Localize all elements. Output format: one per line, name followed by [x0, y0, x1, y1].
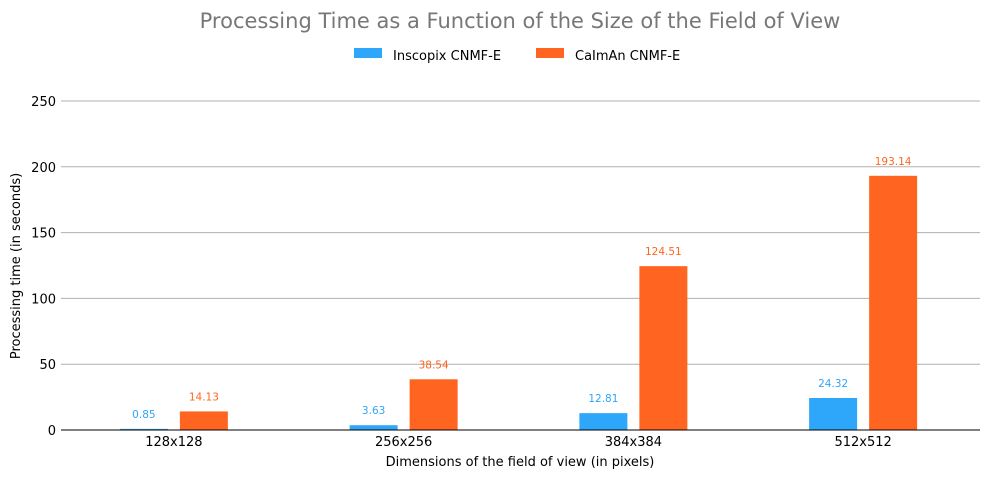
y-tick-label: 50 — [39, 358, 56, 373]
bars — [119, 175, 918, 430]
bar-value-label: 193.14 — [875, 156, 912, 168]
bar — [409, 379, 458, 430]
legend-label-inscopix: Inscopix CNMF-E — [393, 49, 501, 64]
bar-value-label: 12.81 — [588, 393, 618, 405]
bar — [179, 411, 228, 430]
bar-value-label: 14.13 — [189, 391, 219, 403]
x-tick-label: 384x384 — [605, 435, 662, 450]
bar — [579, 413, 628, 430]
bar-value-label: 124.51 — [645, 246, 682, 258]
x-tick-label: 256x256 — [375, 435, 432, 450]
bar-value-label: 38.54 — [419, 359, 449, 371]
legend-swatch-inscopix — [354, 48, 382, 58]
bar — [349, 425, 398, 430]
bar-value-label: 24.32 — [818, 378, 848, 390]
y-axis-label: Processing time (in seconds) — [9, 173, 24, 359]
x-axis-label: Dimensions of the field of view (in pixe… — [386, 455, 655, 470]
bar-value-label: 3.63 — [362, 405, 385, 417]
legend: Inscopix CNMF-E CaImAn CNMF-E — [354, 48, 680, 64]
legend-swatch-caiman — [536, 48, 564, 58]
bar — [639, 266, 688, 430]
x-tick-label: 128x128 — [145, 435, 202, 450]
bar-value-label: 0.85 — [132, 409, 155, 421]
x-tick-label: 512x512 — [834, 435, 891, 450]
chart-title: Processing Time as a Function of the Siz… — [200, 9, 841, 33]
grid-lines — [61, 100, 980, 365]
bar — [869, 175, 918, 430]
bar — [119, 428, 168, 430]
x-axis-ticks: 128x128 256x256 384x384 512x512 — [145, 435, 892, 450]
y-tick-label: 100 — [31, 292, 56, 307]
data-labels: 0.85 14.13 3.63 38.54 12.81 124.51 24.32 193.14 — [132, 156, 912, 421]
y-tick-label: 250 — [31, 95, 56, 110]
y-tick-label: 200 — [31, 161, 56, 176]
legend-label-caiman: CaImAn CNMF-E — [575, 49, 680, 64]
y-axis-ticks: 0 50 100 150 200 250 — [31, 95, 56, 439]
bar — [809, 397, 858, 430]
y-tick-label: 150 — [31, 227, 56, 242]
y-tick-label: 0 — [48, 424, 56, 439]
